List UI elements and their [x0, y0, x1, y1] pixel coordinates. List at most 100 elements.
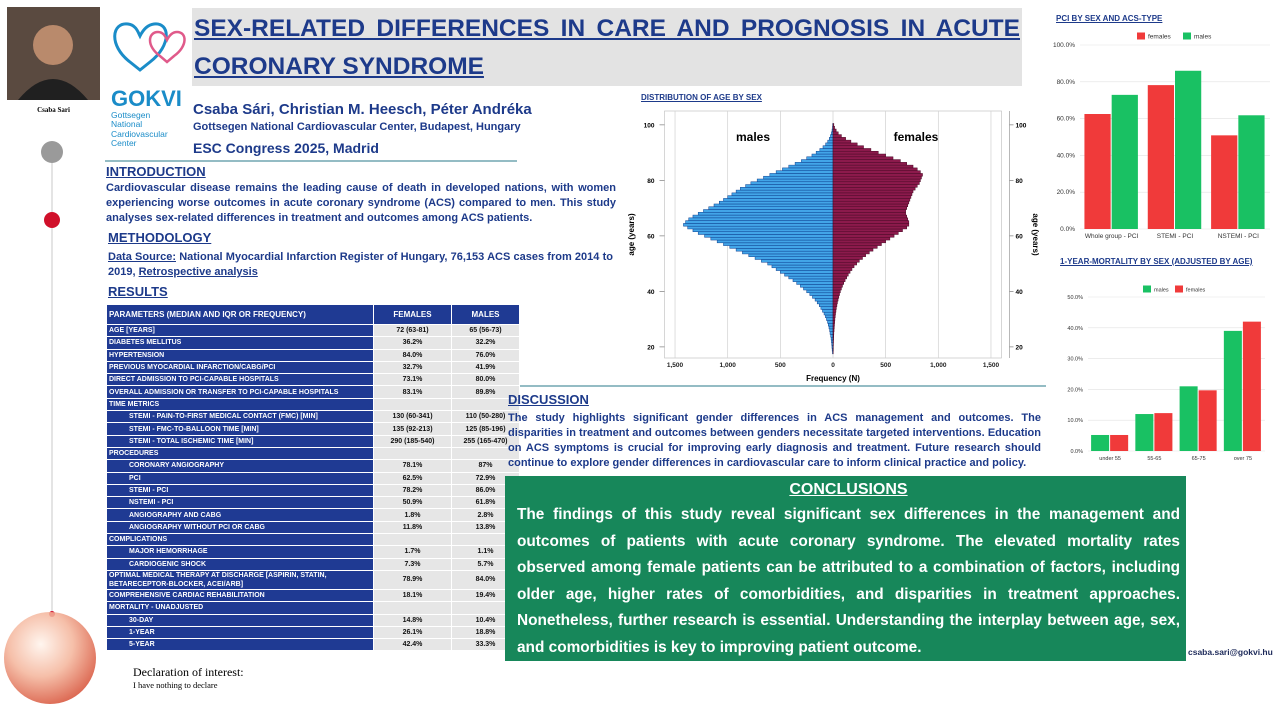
chart-title: DISTRIBUTION OF AGE BY SEX	[641, 93, 762, 102]
cell	[373, 533, 452, 547]
cell: 18.8%	[451, 625, 520, 640]
table: PARAMETERS (MEDIAN AND IQR OR FREQUENCY)…	[106, 304, 520, 652]
cell: 2.8%	[451, 508, 520, 522]
cell: 10.4%	[451, 613, 520, 627]
cell	[451, 533, 520, 547]
cell: 32.2%	[451, 336, 520, 350]
cell	[373, 446, 452, 461]
cell	[373, 601, 452, 615]
poster-title: SEX-RELATED DIFFERENCES IN CARE AND PROG…	[192, 8, 1022, 86]
table-row: STEMI - TOTAL ISCHEMIC TIME [MIN] 290 (18…	[106, 434, 520, 448]
table-row: ANGIOGRAPHY WITHOUT PCI OR CABG 11.8% 13.8…	[106, 520, 520, 535]
logo-line: Center	[111, 138, 137, 149]
cell: 78.2%	[373, 483, 452, 498]
photo-face	[33, 25, 73, 65]
table-row: OPTIMAL MEDICAL THERAPY AT DISCHARGE [AS…	[106, 569, 520, 590]
table-row: 1-YEAR 26.1% 18.8%	[106, 625, 520, 640]
group-label: TIME METRICS	[106, 397, 374, 412]
cell	[451, 601, 520, 615]
row-label: STEMI - FMC-TO-BALLOON TIME [MIN]	[106, 422, 374, 436]
row-label: STEMI - TOTAL ISCHEMIC TIME [MIN]	[106, 434, 374, 448]
cell: 42.4%	[373, 638, 452, 652]
text: National Myocardial Infarction Register …	[108, 251, 613, 278]
table-row: CORONARY ANGIOGRAPHY 78.1% 87%	[106, 459, 520, 473]
group-row: PROCEDURES	[106, 446, 520, 461]
declaration-heading: Declaration of interest:	[133, 665, 244, 679]
cell: 65 (56-73)	[451, 323, 520, 338]
row-label: ANGIOGRAPHY AND CABG	[106, 508, 374, 522]
table-row: NSTEMI - PCI 50.9% 61.8%	[106, 496, 520, 510]
cell: 72 (63-81)	[373, 323, 452, 338]
column-header: MALES	[451, 304, 520, 325]
table-row: STEMI - PAIN-TO-FIRST MEDICAL CONTACT (F…	[106, 410, 520, 424]
row-label: 1-YEAR	[106, 625, 374, 640]
affiliation: Gottsegen National Cardiovascular Center…	[193, 121, 521, 133]
row-label: PCI	[106, 471, 374, 485]
table-row: DIABETES MELLITUS 36.2% 32.2%	[106, 336, 520, 350]
group-row: COMPLICATIONS	[106, 533, 520, 547]
row-label: NSTEMI - PCI	[106, 496, 374, 510]
row-label: HYPERTENSION	[106, 348, 374, 362]
row-label: STEMI - PAIN-TO-FIRST MEDICAL CONTACT (F…	[106, 410, 374, 424]
row-label: CORONARY ANGIOGRAPHY	[106, 459, 374, 473]
cell: 255 (165-470)	[451, 434, 520, 448]
row-label: OPTIMAL MEDICAL THERAPY AT DISCHARGE [AS…	[106, 569, 374, 590]
table-row: STEMI - PCI 78.2% 86.0%	[106, 483, 520, 498]
row-label: ANGIOGRAPHY WITHOUT PCI OR CABG	[106, 520, 374, 535]
chart-title: 1-YEAR-MORTALITY BY SEX (ADJUSTED BY AGE…	[1060, 257, 1253, 266]
cell: 5.7%	[451, 557, 520, 571]
logo-name: GOKVI	[111, 86, 182, 111]
row-label: PREVIOUS MYOCARDIAL INFARCTION/CABG/PCI	[106, 360, 374, 375]
group-label: PROCEDURES	[106, 446, 374, 461]
cell: 290 (185-540)	[373, 434, 452, 448]
conclusions-box: CONCLUSIONS The findings of this study r…	[505, 476, 1186, 661]
section-text: Data Source: National Myocardial Infarct…	[108, 250, 613, 280]
table-row: PREVIOUS MYOCARDIAL INFARCTION/CABG/PCI 3…	[106, 360, 520, 375]
cell: 72.9%	[451, 471, 520, 485]
row-label: STEMI - PCI	[106, 483, 374, 498]
cell: 18.1%	[373, 588, 452, 603]
cell: 14.8%	[373, 613, 452, 627]
table-row: COMPREHENSIVE CARDIAC REHABILITATION 18.1…	[106, 588, 520, 603]
cell: 32.7%	[373, 360, 452, 375]
cell	[373, 397, 452, 412]
cell: 26.1%	[373, 625, 452, 640]
table-row: ANGIOGRAPHY AND CABG 1.8% 2.8%	[106, 508, 520, 522]
table-row: DIRECT ADMISSION TO PCI-CAPABLE HOSPITAL…	[106, 373, 520, 387]
results-table: PARAMETERS (MEDIAN AND IQR OR FREQUENCY)…	[106, 304, 520, 652]
cell	[451, 397, 520, 412]
declaration-text: I have nothing to declare	[133, 680, 218, 690]
table-row: MAJOR HEMORRHAGE 1.7% 1.1%	[106, 545, 520, 559]
cell: 19.4%	[451, 588, 520, 603]
table-row: AGE [YEARS] 72 (63-81) 65 (56-73)	[106, 323, 520, 338]
timeline-dot	[44, 212, 60, 228]
photo-caption: Csaba Sari	[37, 106, 70, 114]
section-heading: CONCLUSIONS	[789, 481, 908, 498]
logo-text: Gottsegen National Cardiovascular Center	[111, 110, 168, 149]
row-label: DIRECT ADMISSION TO PCI-CAPABLE HOSPITAL…	[106, 373, 374, 387]
row-label: 5-YEAR	[106, 638, 374, 652]
logo-line: Gottsegen	[111, 110, 151, 120]
cell: 130 (60-341)	[373, 410, 452, 424]
section-text: The study highlights significant gender …	[508, 412, 1041, 469]
authors: Csaba Sári, Christian M. Heesch, Péter A…	[193, 101, 532, 118]
decor-sphere	[4, 612, 96, 704]
row-label: OVERALL ADMISSION OR TRANSFER TO PCI-CAP…	[106, 385, 374, 399]
section-heading: DISCUSSION	[508, 392, 589, 407]
section-text: The findings of this study reveal signif…	[517, 506, 1180, 656]
table-row: PCI 62.5% 72.9%	[106, 471, 520, 485]
photo-body	[18, 79, 88, 100]
cell: 87%	[451, 459, 520, 473]
group-label: COMPLICATIONS	[106, 533, 374, 547]
cell: 135 (92-213)	[373, 422, 452, 436]
row-label: CARDIOGENIC SHOCK	[106, 557, 374, 571]
cell: 1.1%	[451, 545, 520, 559]
row-label: DIABETES MELLITUS	[106, 336, 374, 350]
section-text: Cardiovascular disease remains the leadi…	[106, 182, 616, 224]
congress: ESC Congress 2025, Madrid	[193, 140, 379, 156]
group-label: MORTALITY - UNADJUSTED	[106, 601, 374, 615]
cell: 62.5%	[373, 471, 452, 485]
table-header: PARAMETERS (MEDIAN AND IQR OR FREQUENCY)…	[106, 304, 520, 325]
